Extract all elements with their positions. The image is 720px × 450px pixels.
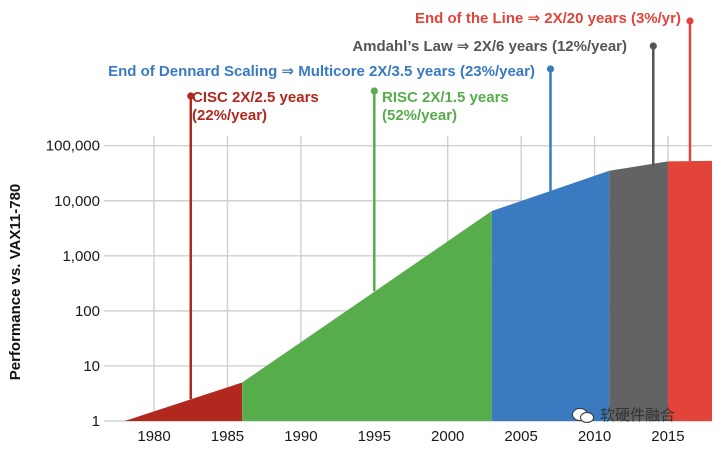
annotation-label-2: RISC 2X/1.5 years	[382, 89, 509, 106]
y-tick-label: 100,000	[46, 138, 100, 155]
x-tick-label: 2015	[651, 428, 684, 445]
x-tick-label: 1985	[211, 428, 244, 445]
x-tick-label: 2010	[578, 428, 611, 445]
area-segment-1	[124, 382, 243, 421]
x-tick-label: 1990	[284, 428, 317, 445]
area-segment-3	[491, 170, 610, 421]
annotation-label-4: Amdahl’s Law ⇒ 2X/6 years (12%/year)	[352, 38, 627, 55]
x-tick-label: 1980	[137, 428, 170, 445]
annotation-label-1: CISC 2X/2.5 years	[192, 89, 319, 106]
area-segment-5	[667, 160, 712, 422]
y-axis-ticks: 1 10 100 1,000 10,000 100,000	[46, 138, 100, 430]
y-axis-label: Performance vs. VAX11-780	[7, 184, 24, 381]
x-tick-label: 2000	[431, 428, 464, 445]
annotation-label-5: End of the Line ⇒ 2X/20 years (3%/yr)	[415, 10, 681, 27]
y-tick-label: 10,000	[54, 193, 100, 210]
watermark: 软硬件融合	[572, 404, 675, 425]
y-tick-label: 1,000	[62, 248, 100, 265]
annotation-dot-4	[649, 42, 657, 50]
annotations: CISC 2X/2.5 years(22%/year) RISC 2X/1.5 y…	[108, 10, 694, 400]
area-segment-4	[609, 161, 668, 422]
x-axis-ticks: 1980 1985 1990 1995 2000 2005 2010 2015	[137, 428, 684, 445]
area-segment-2	[242, 211, 492, 421]
y-tick-label: 100	[75, 303, 100, 320]
x-tick-label: 1995	[358, 428, 391, 445]
annotation-dot-3	[546, 65, 555, 73]
watermark-text: 软硬件融合	[600, 406, 676, 424]
annotation-label-1: (22%/year)	[192, 107, 267, 124]
y-tick-label: 10	[83, 358, 100, 375]
annotation-dot-5	[686, 17, 694, 25]
wechat-icon	[572, 406, 594, 424]
area-series	[124, 160, 712, 422]
x-tick-label: 2005	[504, 428, 537, 445]
y-tick-label: 1	[92, 413, 100, 430]
annotation-dot-2	[370, 87, 378, 95]
annotation-label-2: (52%/year)	[382, 107, 457, 124]
annotation-dot-1	[187, 92, 195, 100]
annotation-label-3: End of Dennard Scaling ⇒ Multicore 2X/3.…	[108, 63, 535, 80]
